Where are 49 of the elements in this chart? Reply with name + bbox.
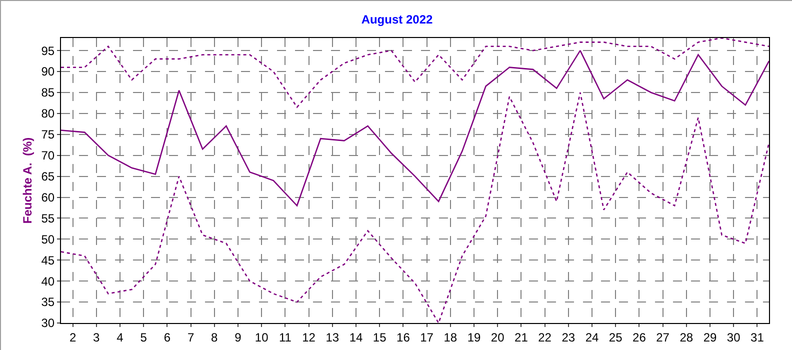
- x-tick-label: 14: [349, 330, 363, 344]
- y-tick-label: 30: [41, 316, 55, 330]
- x-tick-label: 13: [326, 330, 340, 344]
- y-tick-label: 55: [41, 211, 55, 226]
- x-tick-label: 29: [703, 330, 717, 344]
- y-tick-label: 95: [41, 44, 55, 58]
- x-tick-label: 15: [372, 330, 387, 344]
- x-tick-label: 3: [93, 330, 100, 344]
- x-tick-label: 25: [608, 330, 623, 344]
- y-tick-label: 65: [41, 170, 55, 184]
- x-tick-label: 8: [211, 330, 218, 344]
- x-tick-label: 18: [444, 330, 458, 344]
- x-tick-label: 4: [116, 330, 124, 344]
- x-tick-label: 12: [302, 330, 316, 344]
- line-series: [61, 38, 769, 108]
- y-tick-label: 45: [41, 253, 55, 268]
- y-tick-label: 85: [41, 86, 55, 100]
- x-tick-label: 17: [420, 330, 434, 344]
- x-tick-label: 22: [538, 330, 552, 344]
- y-axis-title: Feuchte A. (%): [20, 137, 35, 224]
- x-tick-label: 30: [726, 330, 741, 344]
- x-tick-label: 24: [585, 330, 599, 344]
- x-tick-label: 19: [467, 330, 481, 344]
- y-tick-label: 35: [41, 295, 55, 310]
- y-tick-label: 40: [41, 274, 55, 288]
- x-tick-label: 16: [396, 330, 410, 344]
- y-tick-label: 70: [41, 148, 55, 163]
- y-tick-label: 50: [41, 232, 55, 246]
- x-tick-label: 7: [187, 330, 194, 344]
- chart-title: August 2022: [361, 12, 433, 26]
- y-tick-label: 90: [41, 64, 55, 79]
- x-tick-label: 20: [490, 330, 505, 344]
- x-tick-label: 28: [680, 330, 694, 344]
- y-tick-label: 60: [41, 190, 55, 204]
- x-tick-label: 6: [164, 330, 171, 344]
- x-tick-label: 10: [254, 330, 269, 344]
- x-tick-label: 23: [562, 330, 576, 344]
- x-tick-label: 9: [234, 330, 242, 344]
- x-tick-label: 2: [69, 330, 76, 344]
- x-tick-label: 27: [656, 330, 670, 344]
- x-tick-label: 21: [514, 330, 528, 344]
- x-tick-label: 31: [750, 330, 764, 344]
- y-tick-label: 75: [41, 128, 55, 142]
- x-tick-label: 26: [632, 330, 646, 344]
- line-series: [61, 92, 769, 323]
- x-tick-label: 5: [140, 330, 148, 344]
- x-tick-label: 11: [278, 330, 292, 344]
- line-series: [61, 50, 769, 206]
- y-tick-label: 80: [41, 106, 55, 121]
